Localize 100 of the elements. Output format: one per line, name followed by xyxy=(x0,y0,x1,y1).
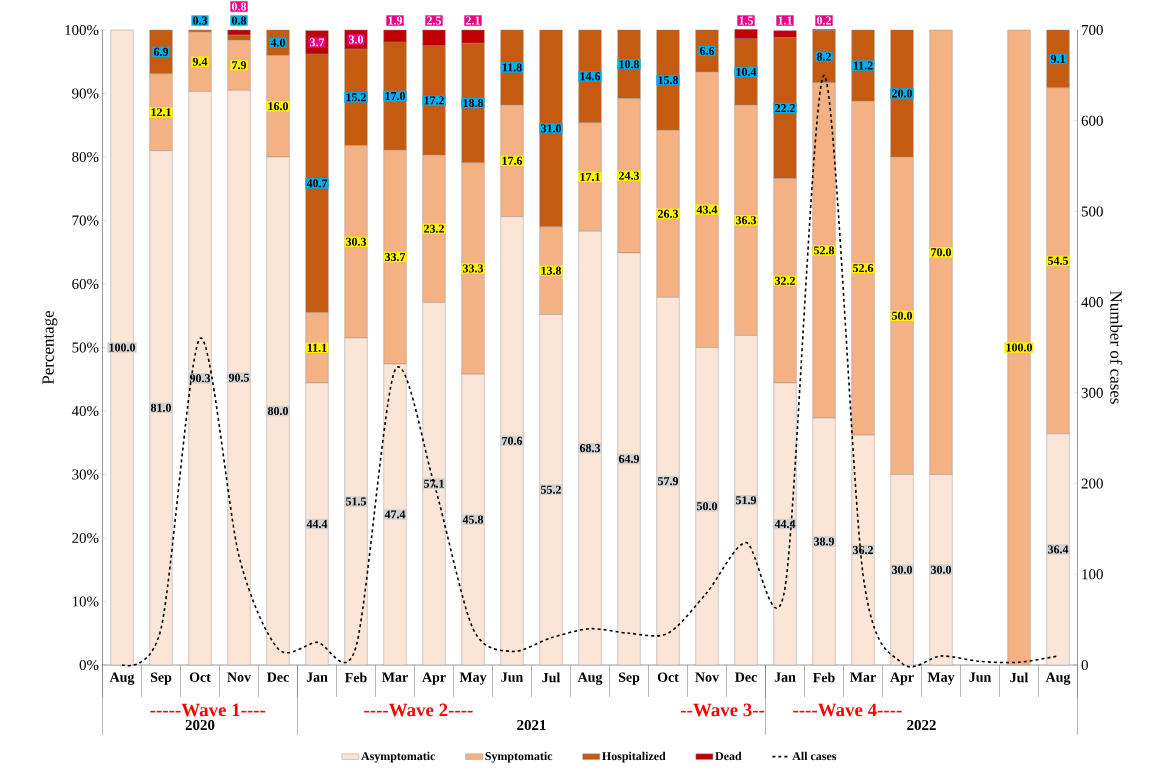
x-tick-label: Aug xyxy=(109,672,135,685)
x-tick-label: Dec xyxy=(267,672,289,682)
data-label: 10.8 xyxy=(619,60,640,69)
y2-tick-label: 100 xyxy=(1082,569,1103,580)
data-label: 9.1 xyxy=(1050,54,1065,63)
legend-label: Dead xyxy=(715,751,742,761)
data-label: 30.3 xyxy=(346,237,367,246)
data-label: 30.0 xyxy=(892,565,913,574)
data-label: 13.8 xyxy=(541,266,562,275)
x-tick-label: Jan xyxy=(774,672,796,682)
y2-tick-label: 0 xyxy=(1081,659,1088,671)
y-tick-label: 80% xyxy=(72,151,99,163)
x-tick-label: Aug xyxy=(577,672,603,685)
legend-label: Symptomatic xyxy=(485,751,553,763)
data-label: 80.0 xyxy=(267,406,288,416)
data-label: 54.5 xyxy=(1048,256,1069,265)
data-label: 90.3 xyxy=(189,374,211,383)
y-tick-label: 100% xyxy=(65,24,99,36)
x-tick-label: Sep xyxy=(618,672,640,685)
y-tick-label: 40% xyxy=(71,405,99,417)
y2-axis-title: Number of cases xyxy=(1110,291,1123,404)
legend-label: Hospitalized xyxy=(602,751,666,763)
data-label: 36.4 xyxy=(1048,545,1069,554)
y2-tick-label: 300 xyxy=(1081,387,1103,398)
data-label: 12.1 xyxy=(151,108,171,117)
y2-tick-label: 700 xyxy=(1082,24,1103,36)
data-label: 64.9 xyxy=(618,454,640,463)
data-label: 32.2 xyxy=(775,276,795,285)
legend-label: Asymptomatic xyxy=(361,751,436,763)
data-label: 17.2 xyxy=(424,96,444,105)
data-label: 2.1 xyxy=(466,16,480,25)
data-label: 3.7 xyxy=(309,38,325,47)
data-label: 70.0 xyxy=(931,248,952,257)
data-label: 55.2 xyxy=(541,485,561,494)
x-tick-label: May xyxy=(927,672,955,685)
x-tick-label: Jun xyxy=(501,672,524,682)
data-label: 26.3 xyxy=(658,209,679,218)
x-tick-label: Feb xyxy=(813,672,835,683)
data-label: 17.0 xyxy=(385,91,405,101)
x-tick-label: Jul xyxy=(1010,672,1029,683)
text: -----Wave 1---- xyxy=(150,703,266,717)
data-label: 23.2 xyxy=(424,224,444,233)
data-label: 6.9 xyxy=(153,47,169,56)
x-tick-label: Feb xyxy=(345,672,367,683)
text: 2020 xyxy=(185,719,215,731)
data-label: 0.8 xyxy=(231,16,247,25)
data-label: 16.0 xyxy=(268,102,288,111)
y2-tick-label: 600 xyxy=(1081,115,1103,126)
y2-tick-label: 400 xyxy=(1081,297,1103,308)
data-label: 6.6 xyxy=(699,46,715,55)
data-label: 36.2 xyxy=(853,546,873,555)
data-label: 18.8 xyxy=(463,98,484,108)
data-label: 1.1 xyxy=(778,16,792,25)
text: ----Wave 2---- xyxy=(364,703,473,717)
x-tick-label: May xyxy=(459,672,487,685)
data-label: 4.0 xyxy=(270,38,286,47)
legend-label: All cases xyxy=(792,751,837,761)
data-label: 22.2 xyxy=(775,104,795,113)
data-label: 52.6 xyxy=(853,264,874,273)
data-label: 50.0 xyxy=(892,311,913,320)
y-tick-label: 30% xyxy=(72,469,99,480)
data-label: 45.8 xyxy=(462,515,484,524)
data-label: 2.5 xyxy=(427,16,442,25)
data-label: 43.4 xyxy=(696,205,718,214)
data-label: 14.6 xyxy=(580,72,601,81)
text: --Wave 3-- xyxy=(680,703,765,717)
x-tick-label: Jun xyxy=(969,672,992,682)
y2-tick-label: 200 xyxy=(1081,478,1103,489)
y-tick-label: 70% xyxy=(72,215,99,226)
data-label: 0.8 xyxy=(231,2,247,11)
data-label: 40.7 xyxy=(306,179,328,188)
data-label: 30.0 xyxy=(931,565,952,574)
x-tick-label: Jan xyxy=(306,672,328,682)
x-tick-label: Sep xyxy=(150,672,172,685)
data-label: 33.7 xyxy=(385,252,406,262)
y-tick-label: 90% xyxy=(72,88,99,99)
x-tick-label: Oct xyxy=(657,672,679,682)
y-axis-title: Percentage xyxy=(42,310,58,385)
data-label: 15.2 xyxy=(346,93,366,102)
data-label: 100.0 xyxy=(1006,343,1032,352)
data-label: 11.1 xyxy=(307,343,327,352)
text: 2022 xyxy=(907,719,936,731)
y-tick-label: 0% xyxy=(79,659,99,671)
data-label: 36.3 xyxy=(736,216,757,225)
y2-tick-label: 500 xyxy=(1081,206,1103,217)
x-tick-label: Mar xyxy=(850,672,876,682)
data-label: 17.1 xyxy=(580,172,600,182)
x-tick-label: Mar xyxy=(382,672,408,682)
data-label: 70.6 xyxy=(502,436,523,445)
data-label: 90.5 xyxy=(228,373,250,382)
x-tick-label: Apr xyxy=(422,672,446,685)
y-tick-label: 50% xyxy=(72,342,99,353)
data-label: 10.4 xyxy=(736,67,757,76)
data-label: 100.0 xyxy=(109,343,135,352)
x-tick-label: Oct xyxy=(189,672,211,682)
y-tick-label: 20% xyxy=(72,532,99,544)
data-label: 44.4 xyxy=(306,520,328,529)
text: ----Wave 4---- xyxy=(793,703,902,717)
data-label: 0.3 xyxy=(192,16,208,25)
data-label: 44.4 xyxy=(774,520,796,529)
